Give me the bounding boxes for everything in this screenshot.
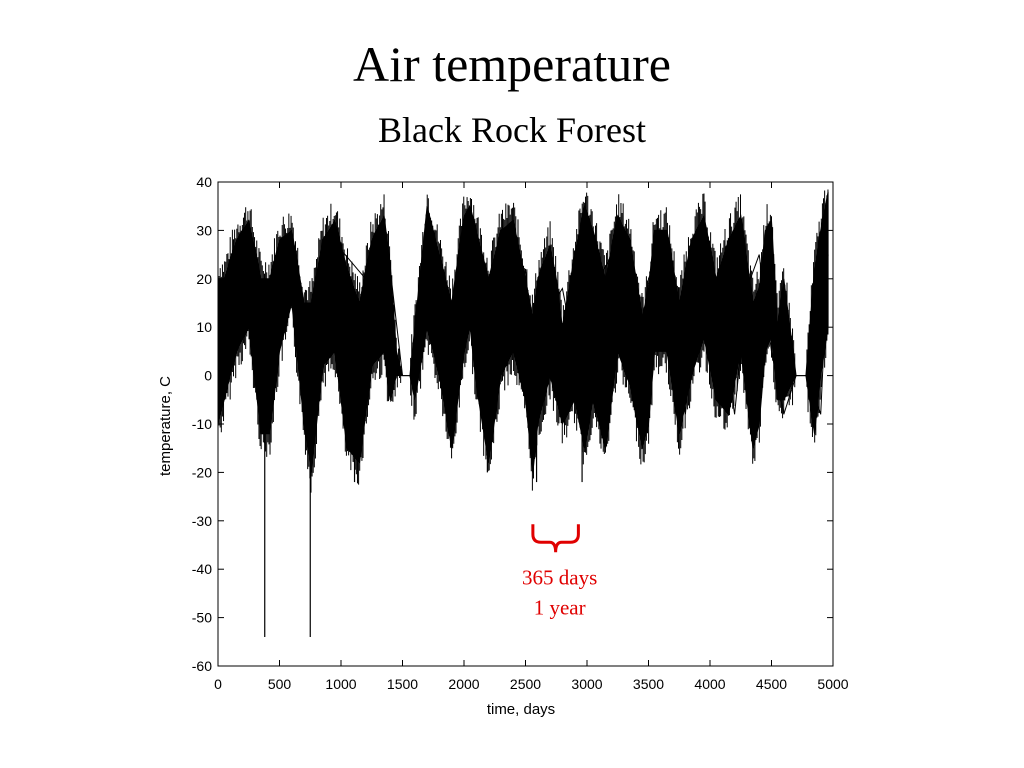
annotation-line1: 365 days (522, 565, 597, 589)
x-tick-label: 5000 (817, 676, 848, 692)
x-tick-label: 3500 (633, 676, 664, 692)
x-tick-label: 3000 (571, 676, 602, 692)
y-tick-label: 30 (196, 222, 212, 238)
y-tick-label: -30 (192, 513, 212, 529)
y-tick-label: -50 (192, 610, 212, 626)
y-tick-label: 0 (204, 368, 212, 384)
series-daily-oscillation (217, 189, 829, 493)
x-tick-label: 500 (268, 676, 292, 692)
y-tick-label: -20 (192, 464, 212, 480)
x-tick-label: 2000 (448, 676, 479, 692)
plot-area (217, 189, 829, 637)
x-tick-label: 1000 (325, 676, 356, 692)
y-tick-label: -40 (192, 561, 212, 577)
brace-icon (531, 524, 580, 553)
x-tick-label: 2500 (510, 676, 541, 692)
y-tick-label: 20 (196, 271, 212, 287)
y-tick-label: -10 (192, 416, 212, 432)
x-tick-label: 4500 (756, 676, 787, 692)
x-tick-label: 0 (214, 676, 222, 692)
y-tick-label: -60 (192, 658, 212, 674)
slide-title: Air temperature (353, 36, 671, 92)
x-axis-label: time, days (487, 701, 555, 718)
y-tick-label: 40 (196, 174, 212, 190)
axes: 0 500 1000 1500 2000 2500 3000 3500 4000 4500 5000… (192, 174, 849, 692)
y-tick-label: 10 (196, 319, 212, 335)
annotation-line2: 1 year (534, 595, 586, 619)
series-line (217, 239, 829, 415)
x-tick-label: 4000 (694, 676, 725, 692)
y-axis-label: temperature, C (157, 376, 174, 476)
slide-subtitle: Black Rock Forest (378, 110, 646, 150)
annotation: 365 days 1 year (522, 524, 597, 619)
x-tick-label: 1500 (387, 676, 418, 692)
